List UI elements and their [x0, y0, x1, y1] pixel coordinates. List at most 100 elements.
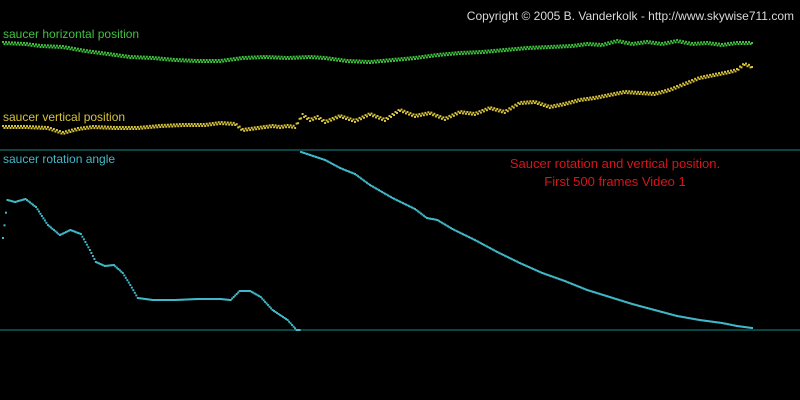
data-point	[736, 41, 738, 43]
data-point	[394, 111, 397, 113]
data-point	[238, 56, 241, 59]
data-point	[460, 50, 463, 53]
data-point	[348, 170, 350, 173]
data-point	[448, 226, 451, 229]
data-point	[277, 313, 280, 315]
data-point	[35, 125, 37, 128]
data-point	[643, 91, 646, 94]
data-point	[256, 55, 259, 58]
data-point	[607, 41, 610, 44]
data-point	[500, 50, 503, 53]
data-point	[49, 44, 52, 47]
data-point	[160, 299, 163, 301]
data-point	[482, 243, 485, 246]
data-point	[682, 82, 685, 85]
data-point	[721, 43, 723, 45]
data-point	[378, 189, 380, 192]
data-point	[562, 44, 565, 47]
separators	[0, 149, 800, 331]
data-point	[223, 298, 226, 301]
data-point	[385, 58, 388, 61]
data-point	[178, 298, 181, 301]
data-point	[676, 39, 679, 41]
data-point	[664, 311, 667, 314]
data-point	[551, 46, 554, 49]
data-point	[273, 126, 276, 129]
data-point	[419, 212, 422, 215]
data-point	[237, 291, 240, 294]
data-point	[671, 313, 674, 316]
data-point	[147, 57, 150, 60]
data-point	[337, 57, 340, 60]
data-point	[153, 58, 156, 61]
data-point	[422, 214, 425, 217]
data-point	[234, 59, 237, 61]
data-point	[449, 53, 452, 56]
data-point	[58, 234, 61, 236]
data-point	[330, 162, 333, 165]
data-point	[677, 315, 680, 318]
data-point	[683, 84, 686, 86]
data-point	[709, 41, 712, 44]
data-point	[484, 107, 487, 110]
data-point	[369, 114, 371, 116]
data-point	[69, 229, 72, 231]
data-point	[425, 217, 428, 219]
data-point	[523, 264, 526, 266]
data-point	[369, 62, 371, 64]
data-point	[713, 321, 716, 323]
data-point	[463, 233, 466, 236]
data-point	[121, 126, 124, 128]
data-point	[216, 61, 219, 63]
data-point	[604, 42, 607, 45]
data-point	[505, 255, 508, 258]
data-point	[114, 55, 117, 57]
data-point	[67, 229, 70, 232]
data-point	[225, 298, 228, 301]
data-point	[734, 43, 737, 46]
data-point	[39, 212, 42, 215]
data-point	[640, 40, 643, 43]
data-point	[235, 293, 238, 295]
annotation-line-2: First 500 frames Video 1	[544, 174, 685, 189]
data-point	[220, 121, 223, 124]
data-point	[403, 56, 406, 59]
data-point	[17, 200, 19, 203]
data-point	[749, 43, 752, 45]
data-point	[539, 47, 542, 50]
data-point	[360, 118, 362, 121]
data-point	[674, 41, 677, 44]
data-point	[728, 323, 731, 326]
data-point	[222, 123, 225, 126]
data-point	[171, 299, 174, 301]
data-point	[649, 91, 652, 94]
data-point	[115, 126, 118, 128]
data-point	[421, 213, 424, 216]
data-point	[587, 44, 590, 47]
data-point	[589, 96, 592, 99]
data-point	[17, 125, 19, 127]
data-point	[297, 329, 300, 331]
data-point	[608, 95, 611, 97]
data-point	[695, 318, 698, 321]
data-point	[596, 97, 599, 100]
data-point	[509, 49, 512, 52]
data-point	[698, 43, 701, 46]
data-point	[357, 175, 359, 178]
data-point	[566, 103, 569, 106]
data-point	[51, 46, 54, 49]
data-point	[124, 276, 127, 279]
data-point	[563, 280, 566, 282]
data-point	[674, 87, 677, 90]
data-point	[280, 55, 283, 58]
data-point	[327, 160, 330, 163]
data-point	[279, 127, 282, 129]
data-point	[502, 253, 505, 256]
data-point	[322, 158, 325, 161]
data-point	[102, 264, 105, 267]
data-point	[623, 92, 626, 94]
data-point	[259, 125, 262, 128]
data-point	[370, 184, 373, 187]
data-point	[580, 97, 583, 100]
